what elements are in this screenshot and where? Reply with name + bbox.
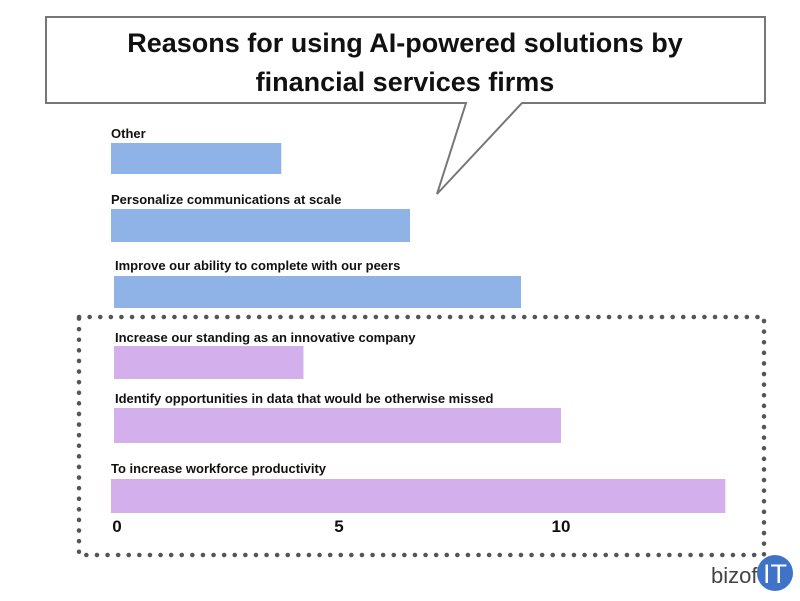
brand-logo-text: bizof [711, 563, 758, 588]
bar-opportunities [114, 408, 561, 443]
highlight-frame [76, 314, 767, 558]
chart-title-line-1: Reasons for using AI-powered solutions b… [127, 28, 683, 58]
brand-logo: bizof IT [711, 555, 793, 591]
bar-label-opportunities: Identify opportunities in data that woul… [115, 391, 494, 406]
bar-label-compete: Improve our ability to complete with our… [115, 258, 400, 273]
bar-innovative [114, 346, 304, 379]
bars [111, 143, 726, 513]
x-axis-ticks: 0 5 10 [112, 517, 570, 536]
brand-logo-accent: IT [763, 559, 787, 589]
bar-label-productivity: To increase workforce productivity [111, 461, 327, 476]
x-tick-label: 10 [552, 517, 571, 536]
bar-compete [114, 276, 521, 308]
bar-other [111, 143, 282, 174]
bar-personalize [111, 209, 410, 242]
brand-logo-circle [757, 555, 793, 591]
bar-label-other: Other [111, 126, 146, 141]
title-bubble [45, 16, 766, 195]
x-tick-label: 0 [112, 517, 121, 536]
bar-label-personalize: Personalize communications at scale [111, 192, 341, 207]
bar-label-innovative: Increase our standing as an innovative c… [115, 330, 416, 345]
x-tick-label: 5 [334, 517, 343, 536]
chart-title-line-2: financial services firms [256, 67, 555, 97]
bar-productivity [111, 479, 726, 513]
